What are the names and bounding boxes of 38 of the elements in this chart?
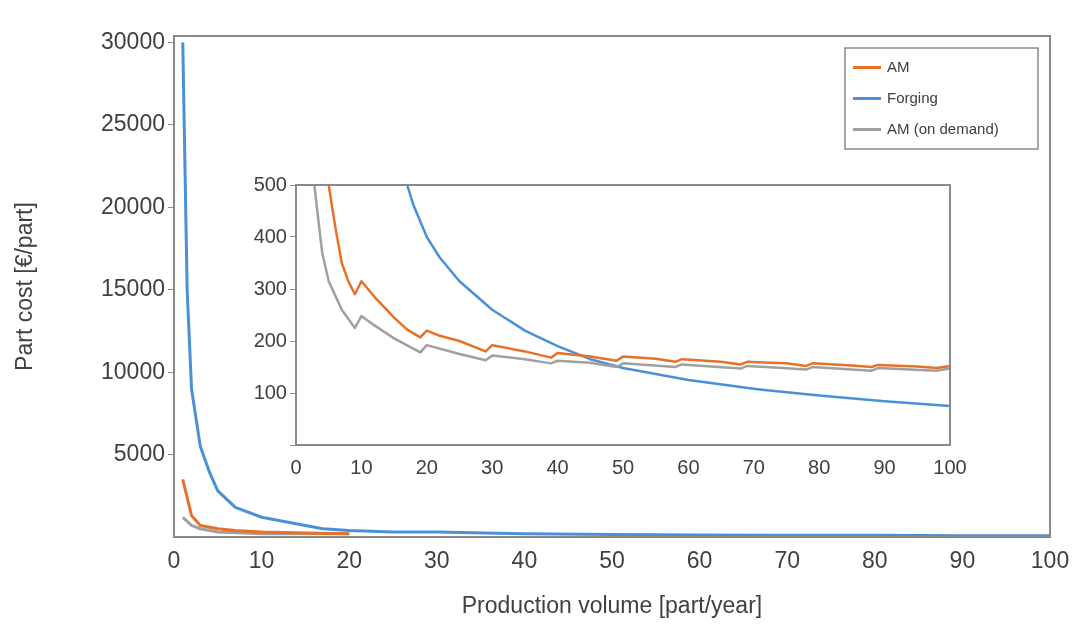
x-tick-label: 20 (415, 455, 438, 478)
x-tick-label: 40 (511, 547, 538, 574)
y-tick-label: 100 (253, 380, 287, 403)
legend-label: Forging (887, 88, 938, 106)
x-tick-label: 30 (424, 547, 450, 574)
x-tick-label: 60 (677, 455, 700, 478)
y-tick-label: 200 (253, 328, 287, 351)
y-tick-label: 500 (253, 172, 287, 195)
x-tick-label: 0 (290, 455, 302, 478)
x-tick-label: 90 (873, 455, 896, 478)
y-tick-label: 10000 (101, 357, 165, 384)
y-axis-title: Part cost [€/part] (11, 202, 38, 371)
y-tick-label: 300 (253, 276, 287, 299)
x-tick-label: 60 (686, 547, 713, 574)
y-tick-label: 15000 (101, 275, 165, 302)
x-tick-label: 50 (599, 547, 625, 574)
x-tick-label: 30 (481, 455, 504, 478)
x-tick-label: 80 (862, 547, 888, 574)
legend-label: AM (887, 57, 910, 75)
y-tick-label: 25000 (101, 110, 165, 137)
x-tick-label: 0 (167, 547, 181, 574)
y-tick-label: 30000 (101, 27, 165, 54)
x-tick-label: 40 (546, 455, 569, 478)
x-tick-label: 70 (774, 547, 800, 574)
x-tick-label: 10 (248, 547, 275, 574)
y-tick-label: 5000 (113, 439, 165, 466)
x-tick-label: 70 (742, 455, 765, 478)
x-tick-label: 100 (933, 455, 967, 478)
y-tick-label: 400 (253, 224, 287, 247)
x-tick-label: 10 (350, 455, 373, 478)
x-tick-label: 50 (611, 455, 635, 478)
x-tick-label: 20 (336, 547, 362, 574)
legend-label: AM (on demand) (887, 119, 999, 137)
x-tick-label: 80 (808, 455, 831, 478)
x-tick-label: 90 (949, 547, 976, 574)
x-axis-title: Production volume [part/year] (461, 591, 763, 618)
y-tick-label: 20000 (101, 192, 165, 219)
x-tick-label: 100 (1030, 547, 1070, 574)
